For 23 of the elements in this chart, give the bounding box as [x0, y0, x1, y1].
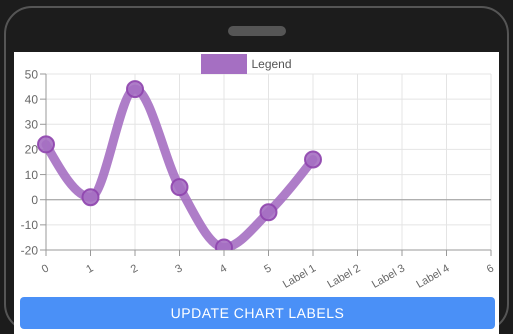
point	[82, 188, 100, 206]
y-tick-label: 40	[24, 92, 38, 106]
x-tick-label: 6	[484, 262, 496, 276]
x-tick-label: 2	[128, 262, 140, 276]
y-tick-label: 20	[24, 142, 38, 157]
x-tick-label: 0	[40, 262, 52, 276]
button: UPDATE CHART LABELS	[20, 297, 495, 329]
x-tick-label: 3	[173, 262, 185, 276]
x-tick-label: 5	[262, 262, 274, 276]
legend-label: Legend	[250, 56, 292, 73]
point	[126, 80, 144, 98]
point	[170, 178, 188, 196]
y-tick-label: 30	[24, 118, 38, 132]
y-tick-label: -20	[20, 243, 38, 258]
point	[304, 150, 322, 168]
y-tick-label: 0	[31, 192, 38, 207]
y-tick-label: 50	[24, 67, 38, 82]
x-tick-label: 4	[218, 262, 230, 276]
y-tick-label: -10	[20, 218, 38, 232]
point	[37, 135, 55, 154]
y-tick-label: 10	[24, 168, 38, 182]
point	[260, 203, 278, 222]
x-tick-label: 1	[84, 262, 96, 276]
